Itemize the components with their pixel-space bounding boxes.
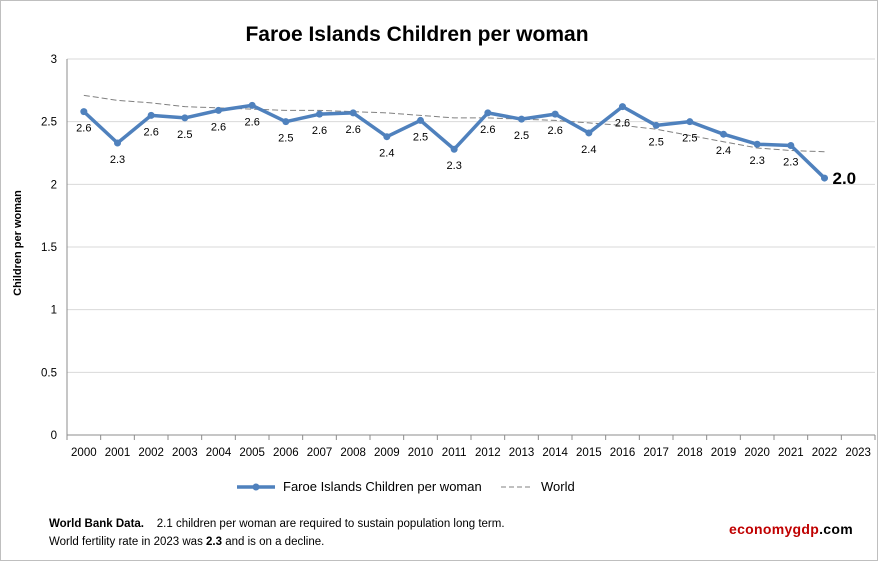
footer-world-text: World fertility rate in 2023 was — [49, 536, 207, 548]
legend-item-world: World — [499, 479, 575, 494]
data-label: 2.6 — [312, 125, 327, 137]
y-tick-label: 0.5 — [41, 367, 57, 379]
data-point — [484, 109, 492, 117]
data-point — [821, 174, 828, 182]
data-label: 2.6 — [211, 121, 226, 133]
legend-item-faroe: Faroe Islands Children per woman — [235, 479, 482, 494]
y-tick-label: 2.5 — [41, 117, 57, 129]
legend-swatch-faroe — [237, 483, 275, 490]
footer-source: World Bank Data. — [49, 518, 144, 530]
y-tick-label: 2 — [51, 179, 57, 191]
y-tick-label: 1 — [51, 305, 57, 317]
footer-note-line2: World fertility rate in 2023 was 2.3 and… — [49, 536, 324, 548]
data-label: 2.5 — [649, 136, 664, 148]
data-point — [215, 106, 222, 114]
x-tick-label: 2019 — [711, 447, 737, 459]
data-point — [181, 114, 189, 122]
x-tick-label: 2007 — [307, 447, 333, 459]
data-point — [720, 130, 727, 138]
brand-part-gdp: gdp — [792, 521, 820, 537]
data-label: 2.5 — [278, 133, 293, 145]
x-tick-label: 2000 — [71, 447, 97, 459]
x-tick-label: 2009 — [374, 447, 400, 459]
data-point — [585, 129, 593, 137]
data-point — [450, 145, 458, 153]
data-point — [753, 140, 761, 148]
x-tick-label: 2021 — [778, 447, 804, 459]
data-label: 2.4 — [716, 145, 731, 157]
x-tick-label: 2015 — [576, 447, 602, 459]
x-tick-label: 2017 — [643, 447, 669, 459]
data-point — [282, 118, 290, 126]
data-label: 2.6 — [548, 125, 563, 137]
footer-world-trend: and is on a decline. — [222, 536, 325, 548]
data-point — [147, 111, 155, 119]
data-point — [652, 121, 660, 129]
y-tick-label: 0 — [51, 430, 57, 442]
data-point — [80, 108, 88, 116]
footer-world-value: 2.3 — [206, 536, 223, 548]
data-point — [383, 133, 391, 141]
legend-swatch-world — [501, 486, 533, 487]
data-label: 2.3 — [783, 156, 798, 168]
x-tick-label: 2006 — [273, 447, 299, 459]
x-tick-label: 2012 — [475, 447, 501, 459]
x-tick-label: 2005 — [239, 447, 265, 459]
data-point — [349, 109, 357, 117]
chart-legend: Faroe Islands Children per woman World — [1, 479, 878, 499]
x-tick-label: 2003 — [172, 447, 198, 459]
legend-label-faroe: Faroe Islands Children per woman — [283, 479, 482, 494]
data-point — [518, 115, 525, 123]
x-tick-label: 2018 — [677, 447, 703, 459]
data-label: 2.3 — [447, 160, 462, 172]
x-tick-label: 2023 — [845, 447, 871, 459]
data-label: 2.3 — [750, 155, 765, 167]
data-label: 2.5 — [413, 131, 428, 143]
y-tick-label: 1.5 — [41, 242, 57, 254]
data-label: 2.4 — [379, 148, 394, 160]
x-tick-label: 2011 — [442, 447, 467, 459]
brand-part-com: .com — [819, 521, 853, 537]
data-label: 2.4 — [581, 144, 596, 156]
x-tick-label: 2022 — [812, 447, 838, 459]
data-label: 2.6 — [245, 116, 260, 128]
x-tick-label: 2020 — [744, 447, 770, 459]
x-tick-label: 2001 — [105, 447, 131, 459]
x-tick-label: 2013 — [509, 447, 535, 459]
x-tick-label: 2004 — [206, 447, 232, 459]
y-tick-label: 3 — [51, 54, 57, 66]
data-point — [787, 141, 795, 149]
chart-title: Faroe Islands Children per woman — [245, 23, 589, 46]
x-tick-label: 2010 — [408, 447, 434, 459]
data-label: 2.6 — [144, 126, 159, 138]
footer-note-line1: World Bank Data. 2.1 children per woman … — [49, 518, 505, 530]
x-tick-label: 2014 — [542, 447, 568, 459]
data-label: 2.6 — [615, 118, 630, 130]
data-label: 2.3 — [110, 154, 125, 166]
data-label: 2.0 — [833, 169, 857, 188]
x-tick-label: 2002 — [138, 447, 164, 459]
data-label: 2.5 — [514, 130, 529, 142]
data-point — [417, 116, 424, 124]
footer-replacement-note: 2.1 children per woman are required to s… — [156, 518, 505, 530]
data-point — [619, 103, 626, 111]
data-point — [248, 101, 256, 109]
brand-logo[interactable]: economygdp.com — [729, 521, 853, 537]
data-label: 2.6 — [76, 123, 91, 135]
data-point — [316, 110, 323, 118]
data-label: 2.5 — [682, 133, 697, 145]
data-point — [114, 139, 121, 147]
data-point — [551, 110, 559, 118]
data-point — [686, 118, 694, 126]
data-label: 2.5 — [177, 129, 192, 141]
series-line-world — [83, 94, 825, 153]
data-label: 2.6 — [480, 124, 495, 136]
legend-label-world: World — [541, 479, 575, 494]
brand-part-economy: economy — [728, 521, 793, 537]
data-label: 2.6 — [346, 124, 361, 136]
x-tick-label: 2016 — [610, 447, 636, 459]
x-tick-label: 2008 — [340, 447, 366, 459]
